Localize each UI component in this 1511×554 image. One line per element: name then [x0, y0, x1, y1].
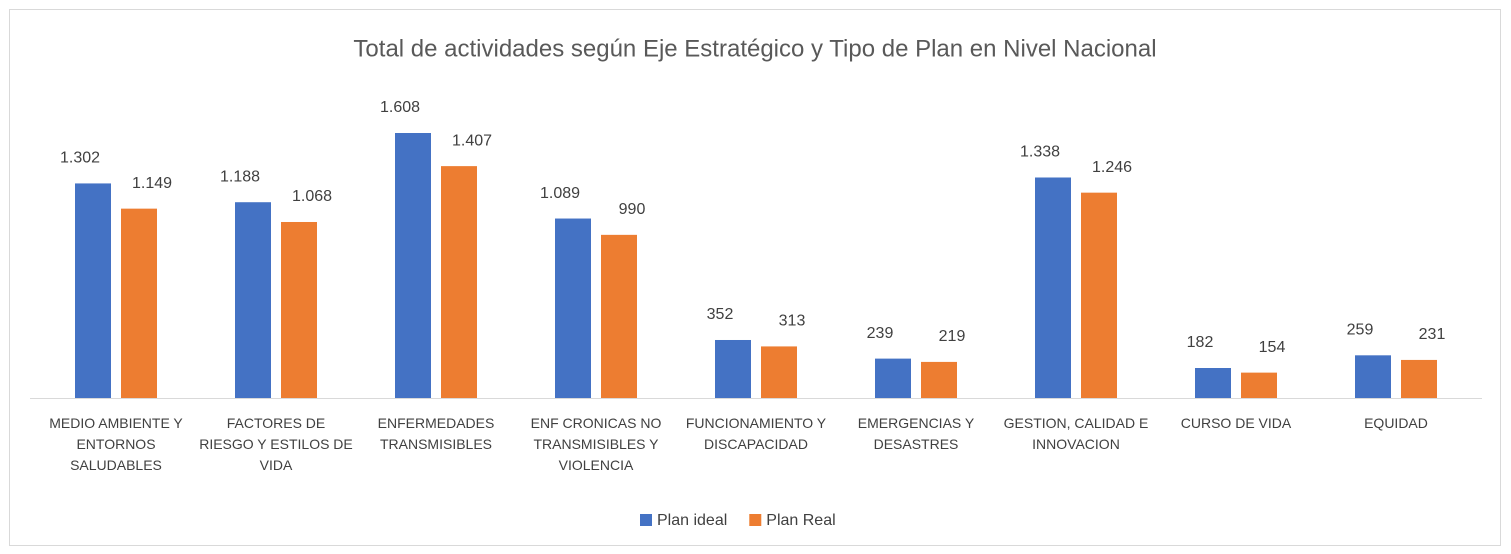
bar [1355, 355, 1391, 398]
bar [1081, 192, 1117, 398]
bar [121, 208, 157, 398]
data-label: 990 [619, 201, 646, 218]
bar [1195, 368, 1231, 398]
data-label: 154 [1259, 339, 1286, 356]
bar [555, 218, 591, 398]
legend-label: Plan Real [766, 512, 835, 529]
bar [1401, 359, 1437, 398]
data-label: 259 [1347, 322, 1374, 339]
bar [715, 339, 751, 398]
data-label: 1.188 [220, 168, 260, 185]
x-tick-label: FACTORES DE RIESGO Y ESTILOS DE VIDA [199, 415, 353, 473]
bar [235, 202, 271, 398]
data-label: 313 [779, 313, 806, 330]
x-tick-label: ENFERMEDADES TRANSMISIBLES [377, 415, 495, 452]
data-label: 1.608 [380, 99, 420, 116]
legend-swatch [640, 514, 652, 526]
bar [601, 234, 637, 398]
data-label: 352 [707, 306, 734, 323]
chart-title: Total de actividades según Eje Estratégi… [353, 35, 1156, 62]
bar [395, 133, 431, 398]
bar [921, 361, 957, 398]
data-label: 1.338 [1020, 144, 1060, 161]
x-tick-label: EMERGENCIAS Y DESASTRES [857, 415, 975, 452]
x-tick-label: ENF CRONICAS NO TRANSMISIBLES Y VIOLENCI… [530, 415, 662, 473]
x-tick-label: EQUIDAD [1364, 415, 1428, 431]
data-label: 1.149 [132, 175, 172, 192]
data-label: 1.407 [452, 132, 492, 149]
data-label: 231 [1419, 326, 1446, 343]
x-tick-label: FUNCIONAMIENTO Y DISCAPACIDAD [685, 415, 827, 452]
data-label: 182 [1187, 334, 1214, 351]
x-tick-label: GESTION, CALIDAD E INNOVACION [1003, 415, 1149, 452]
x-tick-label: MEDIO AMBIENTE Y ENTORNOS SALUDABLES [49, 415, 183, 473]
bar [281, 221, 317, 398]
data-label: 1.246 [1092, 159, 1132, 176]
bar [1241, 372, 1277, 398]
x-tick-label: CURSO DE VIDA [1180, 415, 1292, 431]
data-label: 1.302 [60, 150, 100, 167]
bar [875, 358, 911, 398]
data-label: 219 [939, 328, 966, 345]
data-label: 1.068 [292, 188, 332, 205]
data-label: 239 [867, 325, 894, 342]
legend-swatch [749, 514, 762, 526]
bar [761, 346, 797, 398]
legend-label: Plan ideal [657, 512, 727, 529]
bar [441, 166, 477, 398]
data-label: 1.089 [540, 185, 580, 202]
bar [1035, 177, 1071, 398]
bar [75, 183, 111, 398]
